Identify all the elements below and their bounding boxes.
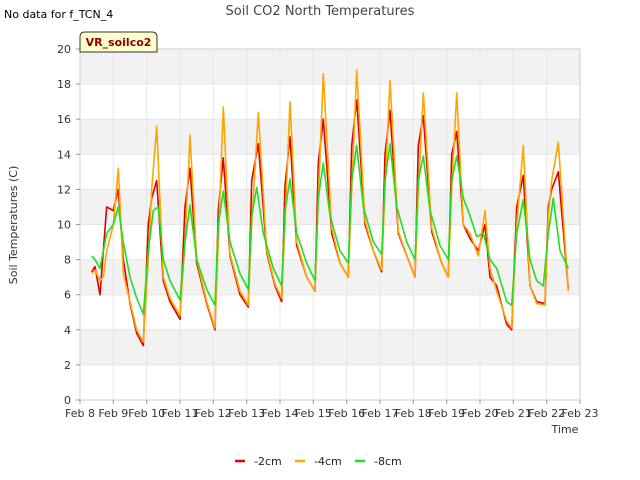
x-tick-label: Feb 8 (65, 407, 95, 420)
background-band (80, 329, 580, 365)
y-tick-label: 18 (57, 78, 71, 91)
no-data-note: No data for f_TCN_4 (4, 8, 114, 21)
y-tick-label: 12 (57, 183, 71, 196)
series-line-neg-8cm (91, 143, 570, 315)
x-axis-label: Time (551, 423, 579, 436)
y-tick-label: 2 (64, 359, 71, 372)
legend: -2cm -4cm -8cm (235, 455, 402, 468)
x-tick-label: Feb 9 (98, 407, 128, 420)
x-tick-label: Feb 12 (195, 407, 232, 420)
y-tick-label: 0 (64, 394, 71, 407)
background-band (80, 259, 580, 295)
legend-label: -4cm (314, 455, 342, 468)
y-tick-label: 16 (57, 113, 71, 126)
y-tick-label: 10 (57, 219, 71, 232)
x-tick-label: Feb 20 (462, 407, 499, 420)
y-axis-ticks: 0 2 4 6 8 10 12 14 16 18 20 (57, 43, 80, 407)
x-tick-label: Feb 15 (295, 407, 332, 420)
station-label: VR_soilco2 (86, 36, 152, 49)
x-tick-label: Feb 18 (395, 407, 432, 420)
background-band (80, 119, 580, 155)
y-axis-label: Soil Temperatures (C) (7, 166, 20, 285)
y-tick-label: 6 (64, 289, 71, 302)
x-tick-label: Feb 16 (328, 407, 365, 420)
y-tick-label: 14 (57, 148, 71, 161)
station-label-box: VR_soilco2 (79, 31, 158, 53)
x-tick-label: Feb 14 (262, 407, 299, 420)
x-tick-label: Feb 13 (228, 407, 265, 420)
chart-title: Soil CO2 North Temperatures (226, 4, 415, 19)
x-tick-label: Feb 23 (562, 407, 599, 420)
legend-label: -8cm (374, 455, 402, 468)
x-tick-label: Feb 11 (162, 407, 199, 420)
series-line-neg-4cm (91, 69, 570, 343)
background-band (80, 49, 580, 85)
y-tick-label: 8 (64, 254, 71, 267)
series-lines (91, 69, 570, 347)
x-tick-label: Feb 22 (528, 407, 565, 420)
x-tick-label: Feb 19 (428, 407, 465, 420)
x-tick-label: Feb 10 (128, 407, 165, 420)
legend-label: -2cm (254, 455, 282, 468)
x-tick-label: Feb 17 (362, 407, 399, 420)
y-tick-label: 20 (57, 43, 71, 56)
y-tick-label: 4 (64, 324, 71, 337)
x-tick-label: Feb 21 (495, 407, 532, 420)
